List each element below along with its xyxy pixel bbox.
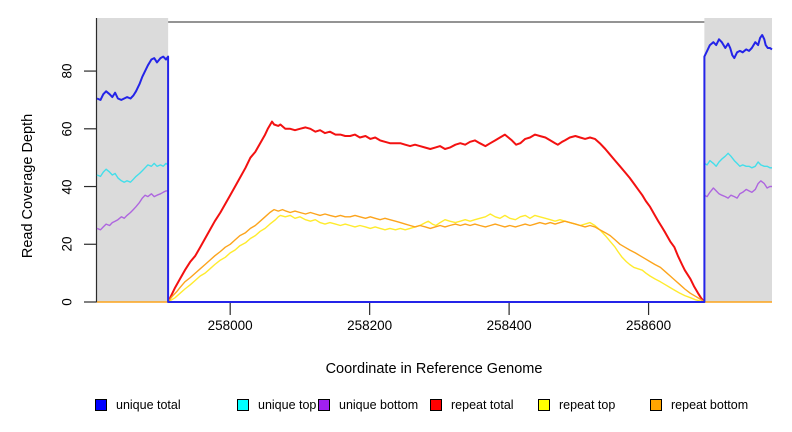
legend-label: unique total [116,397,181,412]
legend-item-unique-total: unique total [95,397,181,412]
legend-label: repeat total [451,397,514,412]
y-tick-label: 20 [59,236,75,252]
legend-swatch-repeat-bottom [650,398,662,411]
y-tick-label: 40 [59,179,75,195]
legend-label: unique bottom [339,397,419,412]
series-repeat-total [167,120,706,303]
series-unique-total [96,34,773,303]
series-repeat-top [167,213,705,303]
legend-swatch-unique-top [237,398,249,411]
y-tick-label: 80 [59,63,75,79]
legend-item-repeat-top: repeat top [538,397,616,412]
legend-swatch-unique-total [95,398,107,411]
y-tick-label: 0 [59,298,75,306]
legend-item-repeat-total: repeat total [430,397,514,412]
legend-swatch-unique-bottom [318,398,330,411]
legend-label: repeat top [559,397,616,412]
legend-swatch-repeat-top [538,398,550,411]
y-tick-label: 60 [59,121,75,137]
series-repeat-bottom [97,208,772,303]
legend-label: unique top [258,397,317,412]
x-tick-label: 258000 [207,318,253,333]
x-axis-label: Coordinate in Reference Genome [325,361,543,377]
x-tick-label: 258200 [347,318,393,333]
legend-item-unique-bottom: unique bottom [318,397,419,412]
right-flank-unique-region [704,18,772,302]
left-flank-unique-region [97,18,169,302]
x-tick-label: 258400 [486,318,532,333]
legend-item-unique-top: unique top [237,397,317,412]
legend-item-repeat-bottom: repeat bottom [650,397,749,412]
legend-label: repeat bottom [671,397,749,412]
x-tick-label: 258600 [626,318,672,333]
y-axis-label: Read Coverage Depth [20,113,36,259]
legend-swatch-repeat-total [430,398,442,411]
